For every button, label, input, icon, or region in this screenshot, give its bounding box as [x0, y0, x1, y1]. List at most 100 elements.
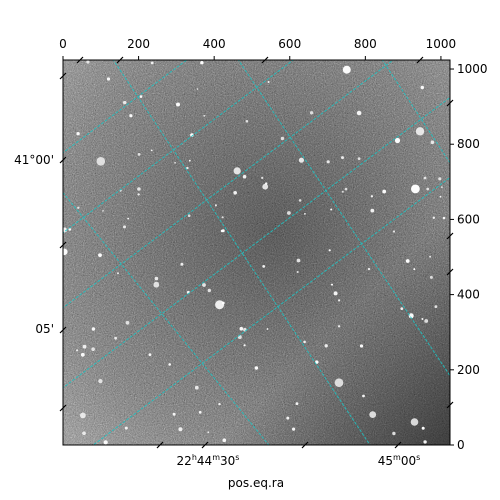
star — [137, 153, 141, 156]
star — [103, 440, 108, 445]
y-pixel-tick-label: 200 — [457, 363, 480, 377]
star — [267, 81, 270, 83]
star — [304, 213, 306, 215]
star — [287, 211, 291, 215]
star — [221, 229, 225, 233]
star — [117, 272, 119, 275]
star — [261, 176, 264, 179]
grid-line — [381, 60, 450, 164]
star — [80, 412, 86, 419]
star — [172, 412, 176, 416]
world-tick — [76, 56, 84, 64]
star — [80, 352, 85, 357]
star — [342, 65, 351, 74]
star — [298, 157, 304, 163]
star — [324, 344, 328, 348]
star — [394, 137, 401, 144]
world-tick — [446, 401, 454, 409]
grid-line — [63, 60, 295, 234]
star — [106, 77, 111, 81]
star — [326, 160, 330, 164]
star — [137, 187, 141, 191]
star — [214, 204, 217, 207]
star — [63, 248, 68, 256]
star — [222, 438, 227, 443]
star — [330, 208, 333, 211]
grid-line — [63, 191, 270, 445]
star — [370, 195, 374, 198]
star — [98, 253, 102, 257]
star — [207, 431, 210, 434]
star — [315, 360, 319, 364]
star — [114, 336, 117, 340]
star — [76, 132, 80, 136]
world-axis-ticks — [59, 56, 454, 449]
world-tick — [301, 441, 309, 449]
star — [221, 216, 224, 219]
star — [420, 85, 424, 90]
x-pixel-tick-label: 200 — [127, 37, 150, 51]
star — [123, 225, 126, 229]
star — [382, 189, 387, 194]
grid-line — [112, 60, 371, 445]
star — [139, 95, 143, 98]
star — [430, 140, 435, 145]
star — [233, 167, 241, 175]
dec-tick-label-1: 41°00' — [14, 153, 54, 167]
star — [194, 385, 199, 390]
star — [356, 110, 362, 116]
star — [233, 191, 237, 195]
star — [76, 349, 79, 352]
grid-line — [63, 60, 188, 154]
star — [91, 327, 96, 331]
star — [408, 313, 414, 319]
star — [438, 177, 442, 181]
star — [421, 426, 425, 430]
ra-tick-label-2: 45m00s — [378, 453, 421, 468]
x-pixel-tick-label: 600 — [278, 37, 301, 51]
star — [207, 288, 211, 293]
world-tick — [201, 441, 209, 449]
star — [262, 265, 266, 268]
star — [421, 318, 424, 320]
star — [309, 111, 314, 115]
star — [180, 262, 184, 266]
star — [292, 427, 296, 431]
star — [215, 300, 225, 310]
grid-line — [63, 96, 450, 389]
world-tick — [59, 404, 67, 412]
star — [245, 120, 249, 123]
star — [262, 183, 269, 190]
star — [344, 187, 348, 191]
star — [96, 157, 106, 166]
star — [148, 353, 152, 356]
star — [298, 199, 302, 202]
y-pixel-tick-label: 400 — [457, 288, 480, 302]
star — [86, 60, 90, 64]
star — [124, 426, 128, 430]
x-pixel-tick-label: 0 — [59, 37, 67, 51]
star — [369, 411, 377, 418]
star — [410, 418, 419, 426]
star — [359, 344, 364, 348]
star — [337, 325, 341, 328]
star — [218, 402, 221, 406]
star — [154, 276, 159, 281]
star — [266, 328, 269, 330]
star — [331, 283, 333, 286]
world-tick — [446, 232, 454, 240]
world-tick — [394, 441, 402, 449]
star — [334, 378, 344, 388]
world-tick — [116, 56, 124, 64]
star — [98, 379, 103, 384]
star-field — [63, 60, 446, 445]
star — [202, 283, 206, 287]
world-tick — [59, 72, 67, 80]
star — [82, 431, 86, 436]
pixel-axis-ticks: 0 200 400 600 800 1000 0 200 400 600 800 1000 — [59, 37, 487, 452]
star — [439, 195, 442, 198]
star — [432, 216, 435, 219]
star — [91, 347, 95, 352]
world-tick — [59, 326, 67, 334]
